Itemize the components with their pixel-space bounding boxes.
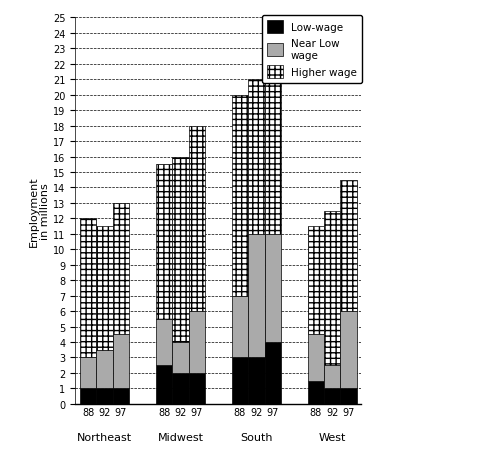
Bar: [188, 126, 204, 311]
Bar: [340, 388, 356, 404]
Bar: [324, 388, 340, 404]
Bar: [156, 165, 172, 319]
Bar: [156, 365, 172, 404]
Bar: [172, 373, 188, 404]
Bar: [307, 381, 324, 404]
Bar: [80, 219, 96, 358]
Bar: [80, 358, 96, 388]
Bar: [340, 180, 356, 311]
Bar: [96, 350, 112, 388]
Text: Midwest: Midwest: [157, 431, 203, 442]
Bar: [188, 311, 204, 373]
Bar: [307, 335, 324, 381]
Text: South: South: [239, 431, 272, 442]
Bar: [80, 388, 96, 404]
Bar: [247, 80, 264, 234]
Bar: [340, 311, 356, 388]
Bar: [156, 319, 172, 365]
Legend: Low-wage, Near Low
wage, Higher wage: Low-wage, Near Low wage, Higher wage: [261, 16, 361, 84]
Bar: [172, 342, 188, 373]
Bar: [324, 365, 340, 388]
Bar: [247, 234, 264, 358]
Bar: [112, 335, 129, 388]
Y-axis label: Employment
in millions: Employment in millions: [29, 176, 50, 246]
Bar: [264, 342, 280, 404]
Bar: [96, 388, 112, 404]
Text: Northeast: Northeast: [77, 431, 132, 442]
Bar: [307, 227, 324, 335]
Bar: [231, 358, 247, 404]
Bar: [324, 211, 340, 365]
Bar: [264, 234, 280, 342]
Bar: [231, 296, 247, 358]
Text: West: West: [318, 431, 345, 442]
Bar: [96, 227, 112, 350]
Bar: [112, 203, 129, 335]
Bar: [247, 358, 264, 404]
Bar: [231, 95, 247, 296]
Bar: [264, 34, 280, 234]
Bar: [172, 157, 188, 342]
Bar: [112, 388, 129, 404]
Bar: [188, 373, 204, 404]
